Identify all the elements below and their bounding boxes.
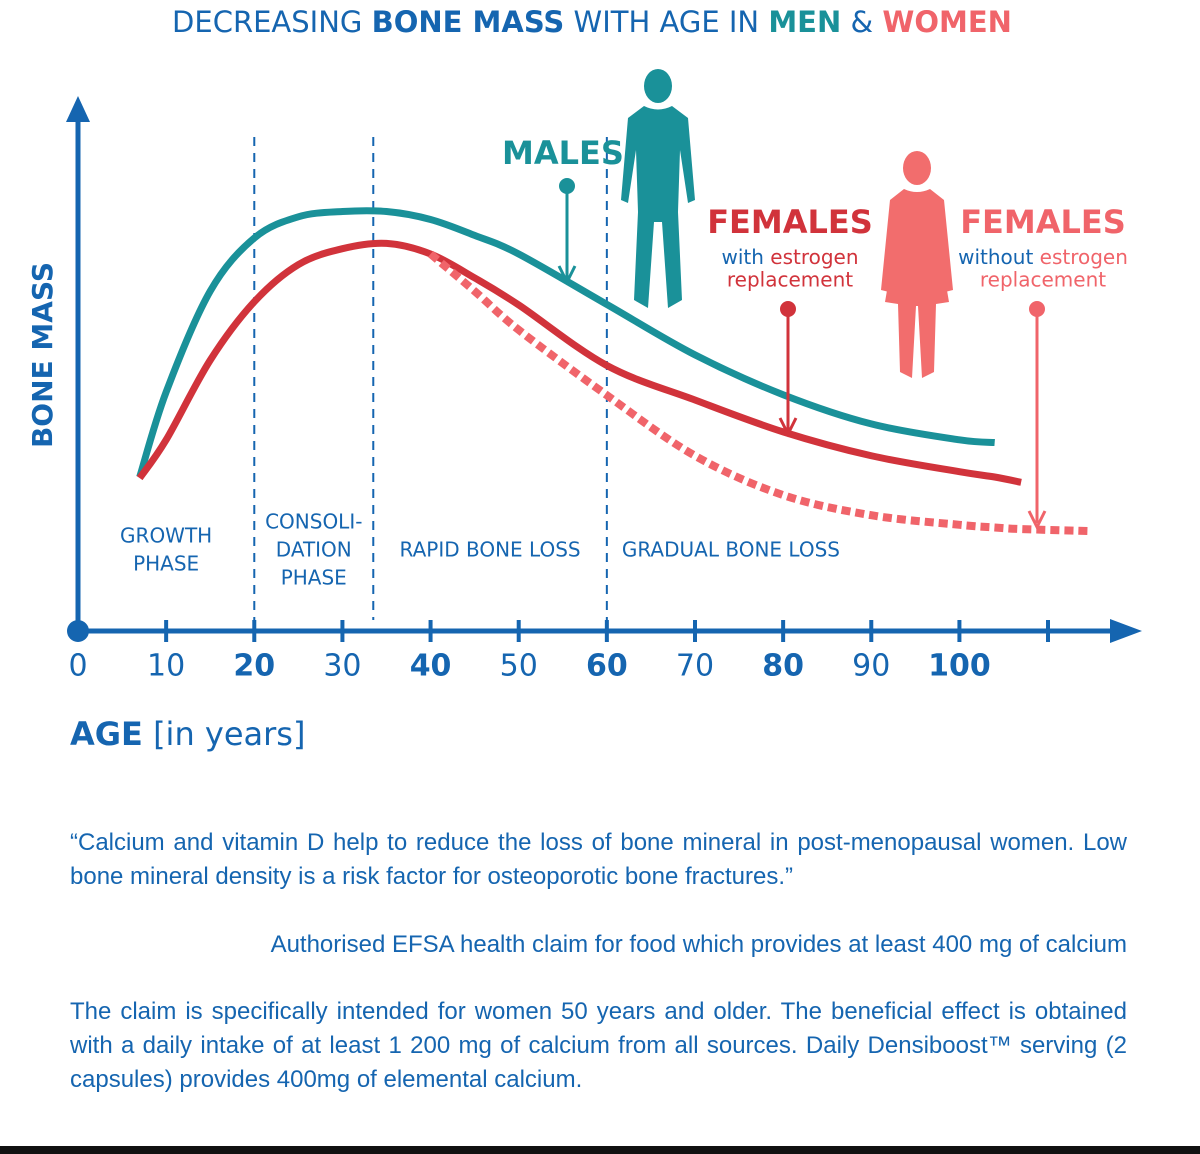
series-note-part: estrogen (770, 245, 858, 269)
series-line (136, 207, 995, 479)
phase-label: DATION (276, 538, 352, 562)
x-tick-label: 40 (410, 649, 452, 684)
title-part: MEN (768, 5, 841, 39)
x-axis-label-unit: [in years] (153, 715, 305, 753)
x-tick-label: 0 (68, 649, 87, 684)
series-label: FEMALES (707, 203, 873, 241)
phase-label: GRADUAL BONE LOSS (622, 538, 840, 562)
origin-dot (67, 620, 89, 642)
phase-label: PHASE (281, 566, 347, 590)
series-note-part: with (721, 245, 763, 269)
title-part: & (841, 5, 882, 39)
series-note-part: without (958, 245, 1033, 269)
x-arrow (1110, 619, 1142, 643)
pointer-head (778, 417, 798, 438)
x-tick-label: 30 (323, 649, 361, 684)
female-figure (881, 151, 953, 378)
x-tick-label: 90 (852, 649, 890, 684)
pointer-head (1027, 510, 1047, 531)
title-part: WITH AGE IN (564, 5, 768, 39)
series-note: without estrogen (958, 245, 1128, 269)
chart-title: DECREASING BONE MASS WITH AGE IN MEN & W… (172, 5, 1012, 39)
pointer-head (557, 265, 577, 286)
series-note: replacement (980, 268, 1106, 292)
bottom-bar (0, 1146, 1200, 1154)
quote: “Calcium and vitamin D help to reduce th… (70, 829, 1127, 890)
chart: DECREASING BONE MASS WITH AGE IN MEN & W… (26, 5, 1142, 753)
title-part: WOMEN (882, 5, 1012, 39)
series-line (136, 239, 1022, 486)
phase-label: PHASE (133, 552, 199, 576)
x-tick-label: 60 (586, 649, 628, 684)
phase-label: RAPID BONE LOSS (399, 538, 580, 562)
figure-body (881, 189, 953, 378)
series-note: with estrogen (721, 245, 858, 269)
x-tick-label: 70 (676, 649, 714, 684)
figure-body (621, 106, 695, 308)
y-axis-label: BONE MASS (26, 262, 59, 448)
series-note: replacement (727, 268, 853, 292)
axes (66, 96, 1142, 643)
x-axis-label-main: AGE (70, 715, 143, 753)
series-line (427, 250, 1092, 536)
x-axis-label: AGE [in years] (70, 715, 305, 753)
series-note-part: estrogen (1040, 245, 1128, 269)
series-label: MALES (502, 134, 624, 172)
x-tick-label: 20 (233, 649, 275, 684)
title-part: DECREASING (172, 5, 372, 39)
phase-label: CONSOLI- (265, 510, 362, 534)
title-part: BONE MASS (372, 5, 565, 39)
x-tick-label: 50 (500, 649, 538, 684)
x-tick-label: 80 (762, 649, 804, 684)
figure-head (903, 151, 931, 185)
phase-label: GROWTH (120, 524, 212, 548)
y-arrow (66, 96, 90, 122)
attribution: Authorised EFSA health claim for food wh… (270, 931, 1127, 958)
disclaimer: The claim is specifically intended for w… (70, 998, 1127, 1093)
x-tick-label: 100 (928, 649, 991, 684)
series-label: FEMALES (960, 203, 1126, 241)
figure-head (644, 69, 672, 103)
male-figure (621, 69, 695, 308)
x-tick-label: 10 (147, 649, 185, 684)
